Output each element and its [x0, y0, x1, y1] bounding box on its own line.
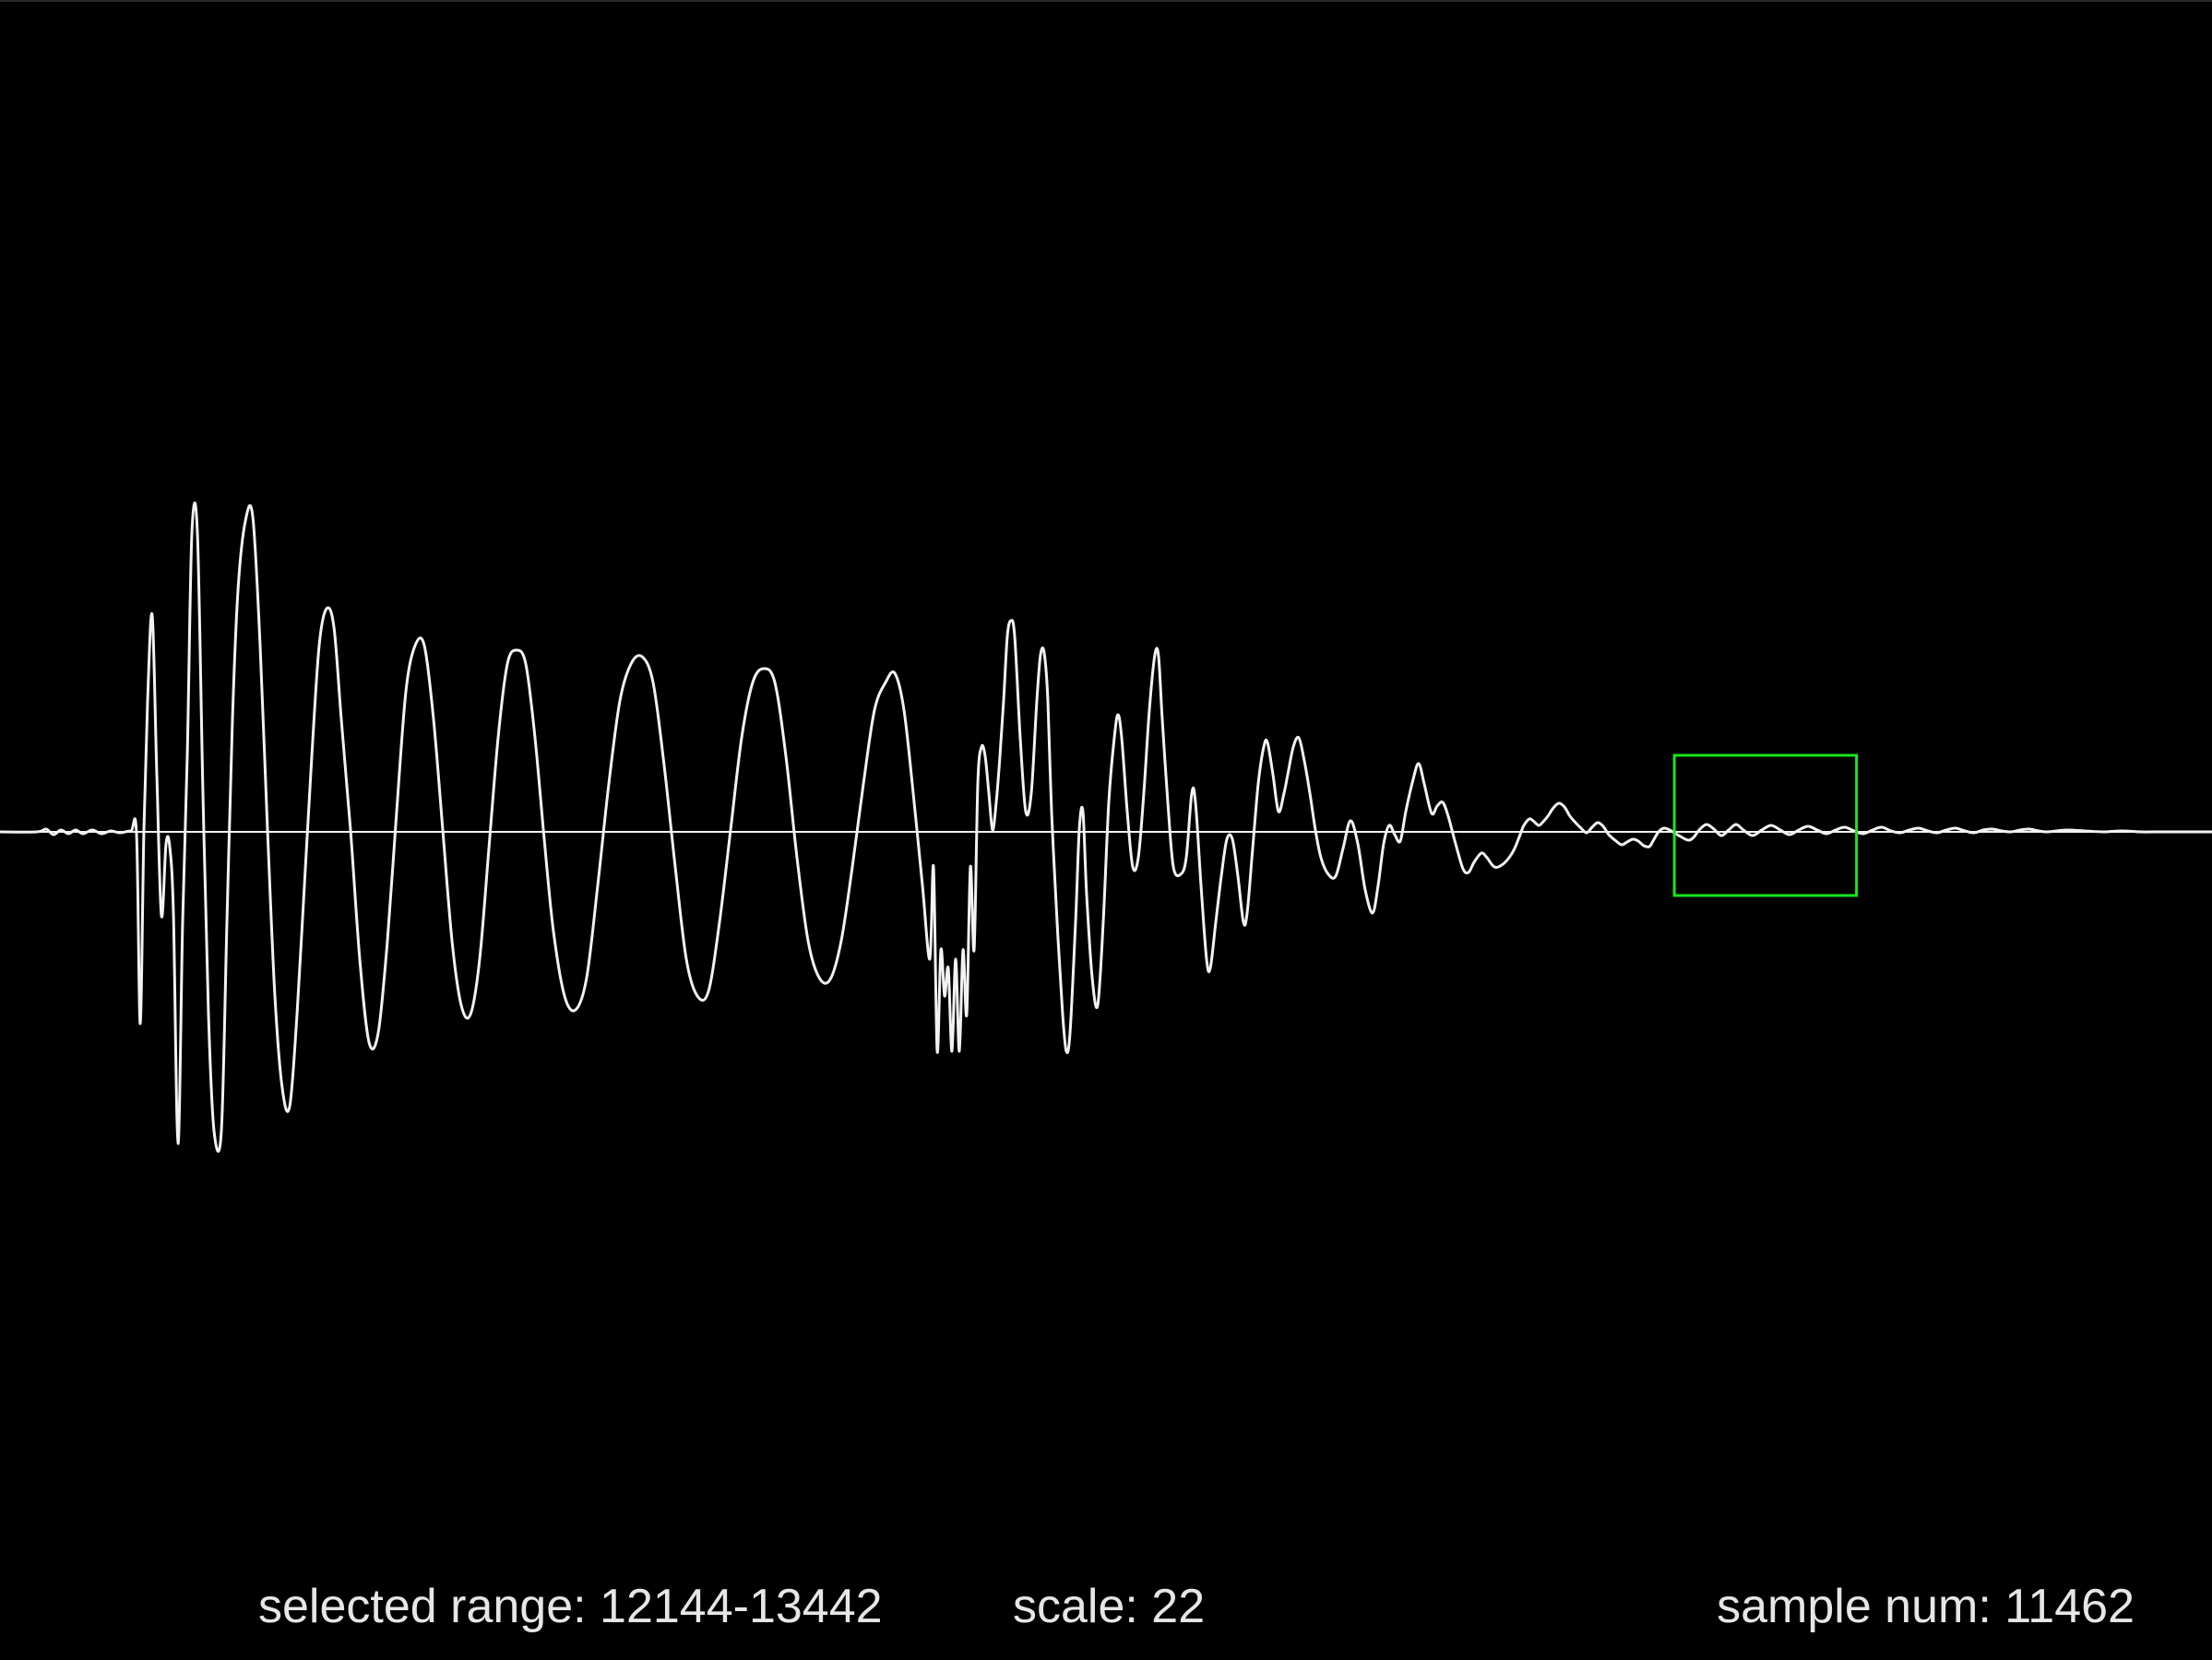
- selection-box[interactable]: [1672, 753, 1859, 897]
- sample-num-readout: sample num: 11462: [1717, 1579, 2135, 1634]
- selected-range-label: selected range:: [258, 1580, 587, 1633]
- selected-range-value: 12144-13442: [600, 1580, 883, 1633]
- sample-num-value: 11462: [2004, 1580, 2135, 1633]
- waveform-trace: [0, 501, 2212, 1153]
- sample-num-label: sample num:: [1717, 1580, 1992, 1633]
- scale-readout: scale: 22: [1013, 1579, 1205, 1634]
- selected-range-readout: selected range: 12144-13442: [258, 1579, 883, 1634]
- scale-value: 22: [1151, 1580, 1206, 1633]
- window-top-edge: [0, 0, 2212, 2]
- scale-label: scale:: [1013, 1580, 1138, 1633]
